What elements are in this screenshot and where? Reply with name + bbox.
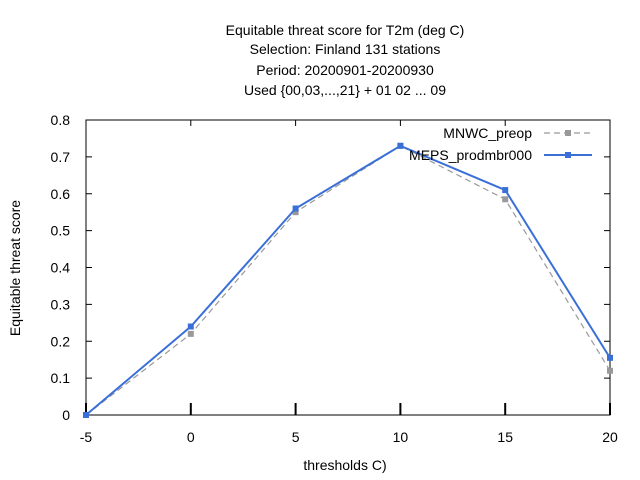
y-tick-label: 0: [62, 407, 70, 423]
y-tick-label: 0.7: [51, 149, 71, 165]
y-axis-label: Equitable threat score: [7, 200, 23, 336]
series-line: [85, 144, 611, 416]
series-layer: [83, 142, 613, 418]
legend: MNWC_preop MEPS_prodmbr000: [409, 125, 592, 163]
y-tick-label: 0.5: [51, 223, 71, 239]
x-tick-label: 10: [393, 429, 409, 445]
data-point: [397, 142, 404, 149]
legend-label: MEPS_prodmbr000: [409, 147, 532, 163]
title-line-3: Period: 20200901-20200930: [256, 62, 434, 78]
chart-title: Equitable threat score for T2m (deg C) S…: [226, 22, 465, 98]
x-axis: -5 0 5 10 15 20: [80, 120, 618, 445]
y-axis: 0 0.1 0.2 0.3 0.4 0.5 0.6 0.7 0.8: [51, 112, 610, 423]
x-tick-label: -5: [80, 429, 93, 445]
data-point: [502, 196, 509, 203]
data-point: [187, 323, 194, 330]
data-point: [187, 330, 194, 337]
y-tick-label: 0.4: [51, 260, 71, 276]
y-tick-label: 0.1: [51, 370, 71, 386]
series-MEPS_prodmbr000: [83, 142, 613, 418]
data-point: [292, 209, 299, 216]
title-line-2: Selection: Finland 131 stations: [250, 41, 441, 57]
legend-marker: [565, 152, 571, 158]
series-line: [85, 145, 611, 416]
y-tick-label: 0.2: [51, 333, 71, 349]
data-point: [607, 354, 613, 361]
data-point: [83, 412, 89, 418]
x-tick-label: 20: [602, 429, 618, 445]
y-tick-label: 0.8: [51, 112, 71, 128]
data-point: [292, 205, 299, 212]
title-line-1: Equitable threat score for T2m (deg C): [226, 22, 465, 38]
x-axis-label: thresholds C): [303, 457, 386, 473]
legend-label: MNWC_preop: [443, 125, 532, 141]
legend-marker: [565, 130, 571, 136]
data-point: [607, 367, 613, 374]
x-tick-label: 15: [497, 429, 513, 445]
y-tick-label: 0.3: [51, 296, 71, 312]
data-point: [502, 187, 509, 194]
title-line-4: Used {00,03,...,21} + 01 02 ... 09: [244, 82, 446, 98]
plot-frame: [85, 119, 611, 416]
x-tick-label: 5: [292, 429, 300, 445]
series-MNWC_preop: [83, 142, 613, 418]
x-tick-label: 0: [187, 429, 195, 445]
y-tick-label: 0.6: [51, 186, 71, 202]
